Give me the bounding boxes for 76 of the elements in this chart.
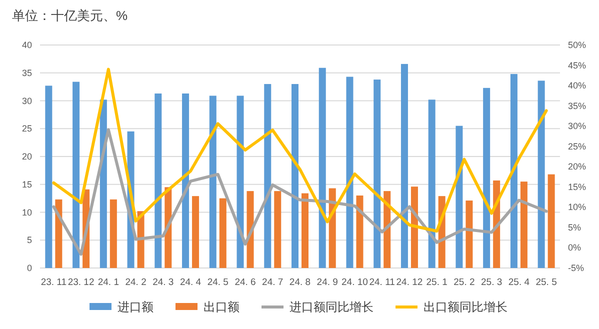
x-tick-label: 24. 6 bbox=[234, 277, 256, 288]
y2-tick-label: 50% bbox=[568, 40, 586, 50]
legend-label: 进口额 bbox=[118, 300, 154, 314]
bar bbox=[154, 94, 162, 268]
x-tick-label: 24. 8 bbox=[289, 277, 311, 288]
bar bbox=[374, 80, 381, 268]
y-tick-label: 35 bbox=[22, 68, 32, 78]
chart-title: 单位：十亿美元、% bbox=[12, 8, 128, 23]
y-tick-label: 40 bbox=[22, 40, 32, 50]
x-tick-label: 24. 7 bbox=[262, 277, 284, 288]
y-tick-label: 0 bbox=[26, 263, 32, 273]
x-tick-label: 24. 3 bbox=[152, 277, 174, 288]
bar bbox=[55, 199, 62, 268]
y2-tick-label: 25% bbox=[568, 141, 586, 152]
y2-tick-label: 20% bbox=[568, 162, 586, 172]
x-tick-label: 24. 4 bbox=[180, 277, 202, 288]
bar bbox=[548, 174, 555, 268]
bar bbox=[292, 84, 298, 268]
legend-label: 出口额 bbox=[204, 300, 240, 314]
y2-tick-label: 40% bbox=[568, 80, 586, 91]
legend-label: 出口额同比增长 bbox=[424, 300, 508, 314]
line-series bbox=[52, 128, 548, 256]
x-tick-label: 23. 12 bbox=[68, 277, 94, 288]
bar bbox=[219, 198, 226, 268]
y-tick-label: 15 bbox=[22, 179, 32, 190]
bar bbox=[264, 84, 272, 268]
x-tick-label: 24. 5 bbox=[207, 277, 228, 288]
y2-tick-label: 5% bbox=[568, 222, 582, 232]
bar bbox=[400, 64, 408, 268]
y2-tick-label: 30% bbox=[568, 121, 586, 132]
y-tick-label: 30 bbox=[22, 96, 32, 106]
bar bbox=[510, 74, 518, 268]
bar bbox=[209, 96, 216, 268]
y2-tick-label: -5% bbox=[568, 263, 584, 273]
x-tick-label: 24. 10 bbox=[342, 277, 368, 288]
bar bbox=[192, 196, 200, 268]
bar bbox=[72, 82, 80, 268]
y-tick-label: 10 bbox=[22, 207, 32, 218]
y2-tick-label: 45% bbox=[568, 60, 586, 70]
bar bbox=[236, 96, 244, 268]
bar bbox=[274, 191, 282, 268]
legend-label: 进口额同比增长 bbox=[290, 300, 374, 314]
x-tick-label: 25. 5 bbox=[536, 277, 557, 288]
x-tick-label: 23. 11 bbox=[40, 277, 67, 288]
y-tick-label: 20 bbox=[22, 152, 32, 162]
y2-tick-label: 10% bbox=[568, 202, 586, 212]
bar bbox=[346, 76, 354, 268]
line-series bbox=[52, 68, 548, 233]
x-tick-label: 24. 2 bbox=[125, 277, 146, 288]
bar bbox=[182, 94, 190, 268]
bar bbox=[110, 199, 117, 268]
bar bbox=[520, 182, 528, 268]
bar bbox=[466, 200, 473, 268]
y2-tick-label: 15% bbox=[568, 182, 586, 192]
x-tick-label: 25. 4 bbox=[508, 277, 530, 288]
bar bbox=[538, 80, 545, 268]
y2-tick-label: 35% bbox=[568, 100, 586, 111]
bar bbox=[302, 193, 308, 268]
bar bbox=[246, 191, 254, 268]
bar bbox=[483, 88, 490, 268]
bar bbox=[456, 126, 463, 268]
bar bbox=[410, 186, 418, 268]
x-tick-label: 24. 9 bbox=[316, 277, 338, 288]
bar bbox=[318, 68, 326, 268]
y-tick-label: 25 bbox=[22, 124, 32, 134]
bar bbox=[428, 100, 436, 268]
y2-tick-label: 0% bbox=[568, 242, 582, 253]
x-tick-label: 24. 1 bbox=[98, 277, 119, 288]
x-tick-label: 25. 2 bbox=[454, 277, 475, 288]
bar bbox=[356, 196, 364, 268]
y-tick-label: 5 bbox=[26, 235, 32, 246]
x-tick-label: 24. 11 bbox=[369, 277, 395, 288]
x-tick-label: 24. 12 bbox=[396, 277, 423, 288]
x-tick-label: 25. 1 bbox=[426, 277, 448, 288]
bar bbox=[45, 86, 52, 268]
x-tick-label: 25. 3 bbox=[481, 277, 502, 288]
